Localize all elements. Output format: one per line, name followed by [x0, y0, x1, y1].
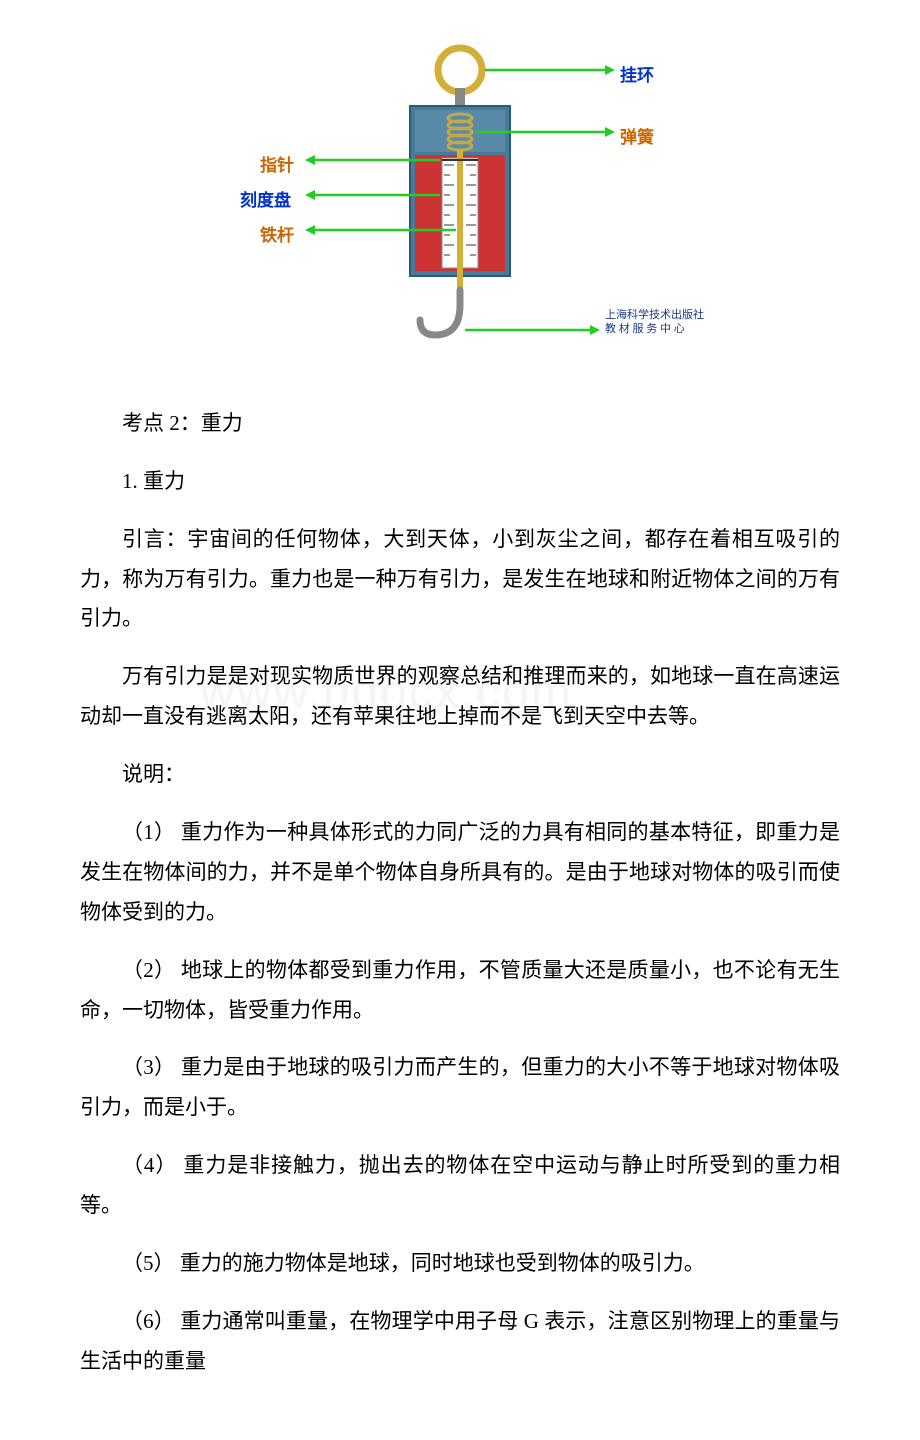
label-spring: 弹簧	[620, 122, 654, 154]
label-scale: 刻度盘	[240, 185, 291, 217]
label-ring: 挂环	[620, 60, 654, 92]
label-pointer: 指针	[260, 150, 294, 182]
item-1: （1） 重力作为一种具体形式的力同广泛的力具有相同的基本特征，即重力是发生在物体…	[80, 813, 840, 933]
label-rod: 铁杆	[260, 220, 294, 252]
item-6: （6） 重力通常叫重量，在物理学中用子母 G 表示，注意区别物理上的重量与生活中…	[80, 1302, 840, 1382]
item-5: （5） 重力的施力物体是地球，同时地球也受到物体的吸引力。	[80, 1244, 840, 1284]
item-3: （3） 重力是由于地球的吸引力而产生的，但重力的大小不等于地球对物体吸引力，而是…	[80, 1048, 840, 1128]
item-2: （2） 地球上的物体都受到重力作用，不管质量大还是质量小，也不论有无生命，一切物…	[80, 951, 840, 1031]
intro-paragraph: 引言：宇宙间的任何物体，大到天体，小到灰尘之间，都存在着相互吸引的力，称为万有引…	[80, 520, 840, 640]
heading-exam-point: 考点 2：重力	[80, 404, 840, 444]
heading-gravity: 1. 重力	[80, 462, 840, 502]
explain-label: 说明：	[80, 755, 840, 795]
item-4: （4） 重力是非接触力，抛出去的物体在空中运动与静止时所受到的重力相等。	[80, 1146, 840, 1226]
para-observation: 万有引力是是对现实物质世界的观察总结和推理而来的，如地球一直在高速运动却一直没有…	[80, 657, 840, 737]
publisher-info: 上海科学技术出版社 教 材 服 务 中 心	[605, 308, 704, 337]
spring-scale-diagram: 挂环 弹簧 指针 刻度盘 铁杆 上海科学技术出版社 教 材 服 务 中 心	[80, 40, 840, 374]
document-content: 考点 2：重力 1. 重力 引言：宇宙间的任何物体，大到天体，小到灰尘之间，都存…	[80, 404, 840, 1382]
